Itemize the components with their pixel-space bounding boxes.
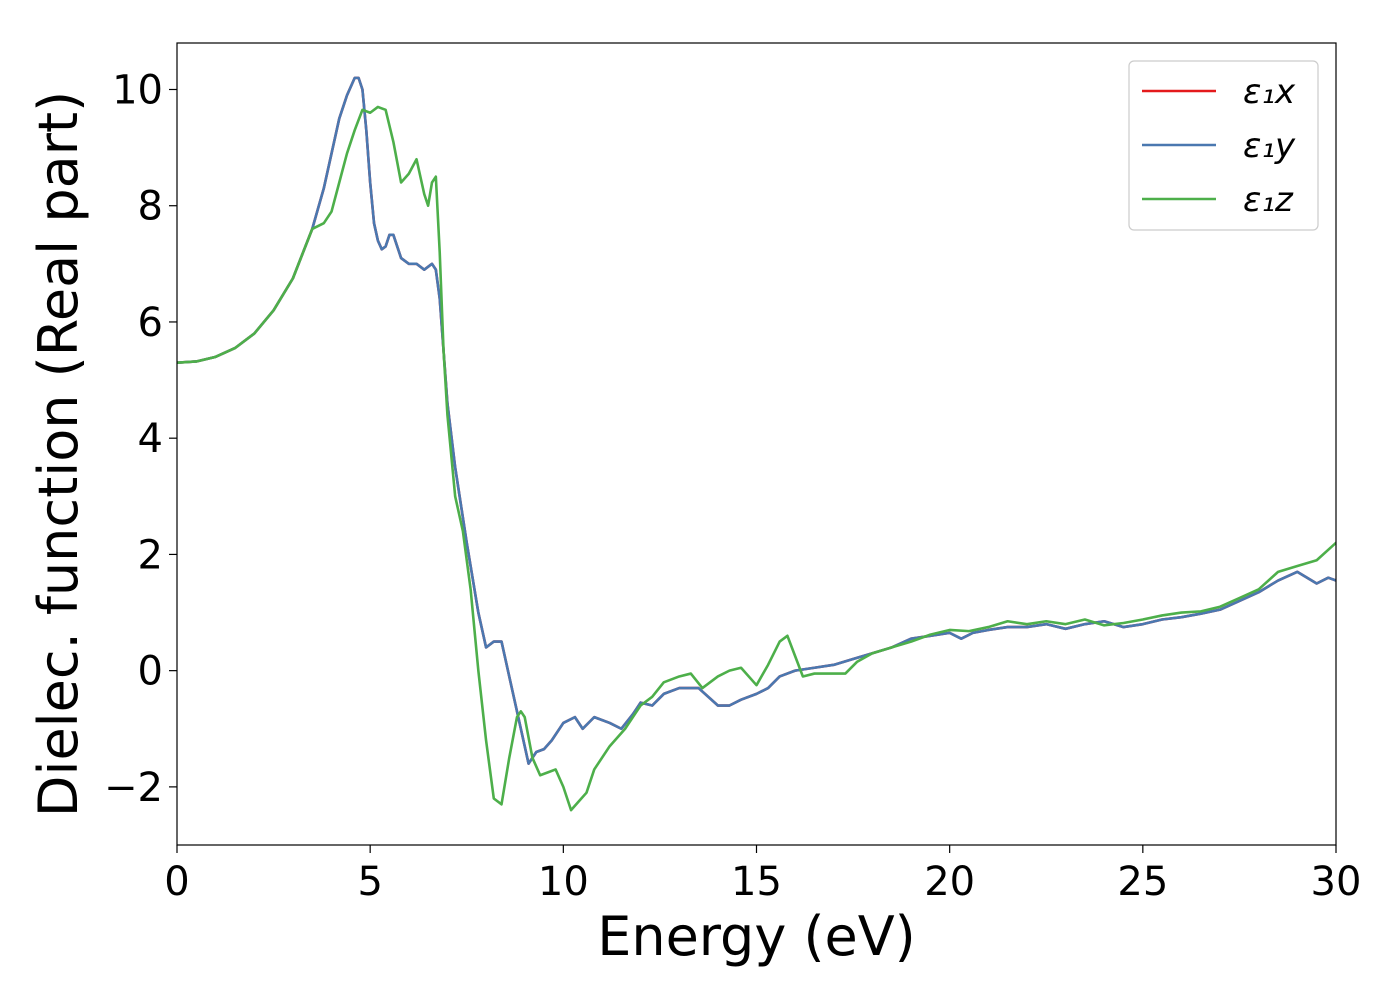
series-layer [177,76,1336,812]
series-line-2 [177,76,1336,765]
series-line-3 [177,105,1336,812]
x-tick-label: 30 [1311,859,1362,905]
y-tick-label: −2 [104,765,163,811]
x-tick-label: 0 [164,859,189,905]
x-tick-label: 10 [538,859,589,905]
x-tick-label: 5 [357,859,382,905]
legend-box [1128,60,1319,231]
x-axis-label: Energy (eV) [597,905,916,968]
y-axis-label: Dielec. function (Real part) [27,91,90,817]
y-tick-label: 0 [138,649,163,695]
y-tick-label: 10 [112,67,163,113]
x-axis: 0 5 10 15 20 25 30 [164,845,1361,905]
legend-label: ε₁z [1243,180,1294,220]
x-tick-label: 15 [731,859,782,905]
y-axis: −2 0 2 4 6 8 10 [104,67,177,811]
y-tick-label: 4 [138,416,163,462]
y-tick-label: 6 [138,300,163,346]
legend-label: ε₁y [1243,126,1296,166]
y-tick-label: 2 [138,532,163,578]
legend: ε₁x ε₁y ε₁z [1128,60,1319,231]
legend-label: ε₁x [1243,72,1296,112]
x-tick-label: 20 [924,859,975,905]
y-tick-label: 8 [138,184,163,230]
x-tick-label: 25 [1117,859,1168,905]
